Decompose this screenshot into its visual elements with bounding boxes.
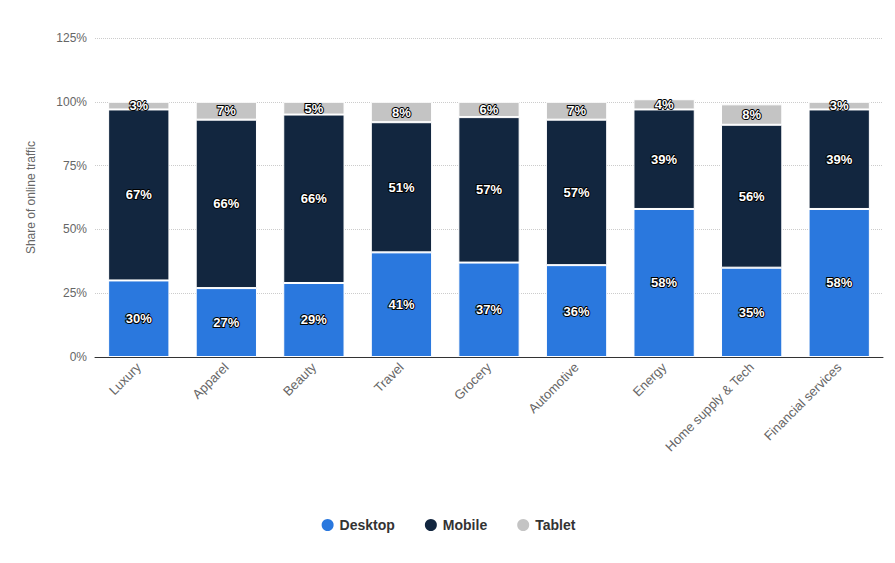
svg-text:3%: 3% bbox=[129, 98, 148, 113]
svg-text:27%: 27% bbox=[213, 315, 239, 330]
svg-text:35%: 35% bbox=[739, 305, 765, 320]
svg-text:30%: 30% bbox=[126, 311, 152, 326]
svg-text:Financial services: Financial services bbox=[761, 359, 845, 443]
svg-text:8%: 8% bbox=[392, 105, 411, 120]
svg-text:Home supply & Tech: Home supply & Tech bbox=[662, 360, 757, 455]
svg-text:6%: 6% bbox=[480, 102, 499, 117]
svg-text:100%: 100% bbox=[56, 95, 87, 109]
svg-text:Automotive: Automotive bbox=[525, 360, 582, 417]
svg-text:Desktop: Desktop bbox=[340, 517, 395, 533]
svg-text:25%: 25% bbox=[63, 286, 87, 300]
svg-text:41%: 41% bbox=[388, 297, 414, 312]
svg-text:Mobile: Mobile bbox=[443, 517, 488, 533]
svg-text:0%: 0% bbox=[70, 350, 88, 364]
svg-text:75%: 75% bbox=[63, 159, 87, 173]
svg-text:58%: 58% bbox=[826, 275, 852, 290]
svg-text:57%: 57% bbox=[476, 182, 502, 197]
svg-text:56%: 56% bbox=[739, 189, 765, 204]
svg-text:7%: 7% bbox=[217, 103, 236, 118]
svg-text:29%: 29% bbox=[301, 312, 327, 327]
svg-text:39%: 39% bbox=[826, 152, 852, 167]
svg-text:66%: 66% bbox=[213, 196, 239, 211]
svg-text:66%: 66% bbox=[301, 191, 327, 206]
svg-text:39%: 39% bbox=[651, 152, 677, 167]
svg-text:Apparel: Apparel bbox=[189, 360, 231, 402]
svg-text:8%: 8% bbox=[742, 107, 761, 122]
svg-text:Grocery: Grocery bbox=[451, 359, 495, 403]
svg-text:Energy: Energy bbox=[630, 359, 670, 399]
svg-text:57%: 57% bbox=[564, 185, 590, 200]
svg-text:125%: 125% bbox=[56, 31, 87, 45]
svg-text:50%: 50% bbox=[63, 222, 87, 236]
svg-text:Share of online traffic: Share of online traffic bbox=[24, 141, 38, 254]
svg-text:67%: 67% bbox=[126, 187, 152, 202]
svg-text:3%: 3% bbox=[830, 98, 849, 113]
svg-text:Travel: Travel bbox=[371, 360, 407, 396]
svg-text:58%: 58% bbox=[651, 275, 677, 290]
svg-text:51%: 51% bbox=[388, 180, 414, 195]
svg-text:Beauty: Beauty bbox=[280, 359, 320, 399]
svg-text:Luxury: Luxury bbox=[106, 359, 145, 398]
svg-text:4%: 4% bbox=[655, 97, 674, 112]
svg-text:Tablet: Tablet bbox=[535, 517, 576, 533]
svg-text:7%: 7% bbox=[567, 103, 586, 118]
svg-text:36%: 36% bbox=[564, 304, 590, 319]
svg-text:5%: 5% bbox=[304, 101, 323, 116]
svg-text:37%: 37% bbox=[476, 302, 502, 317]
